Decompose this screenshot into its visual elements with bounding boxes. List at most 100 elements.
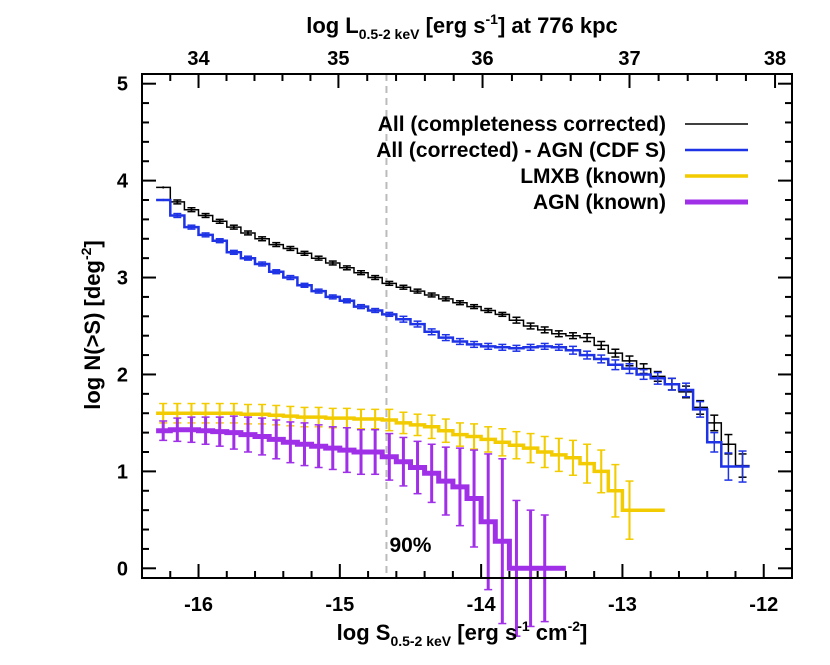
series-2-point-12 (331, 416, 334, 420)
series-0-point-11 (317, 256, 320, 260)
series-3-point-15 (373, 450, 377, 454)
top-axis-title-rest: [erg s (419, 13, 485, 38)
series-1-point-6 (246, 256, 250, 260)
series-0-point-27 (543, 328, 546, 332)
series-0-point-8 (275, 243, 278, 246)
series-1-point-33 (628, 367, 631, 370)
series-2-point-22 (472, 435, 476, 438)
series-0-step-line (156, 186, 750, 467)
series-0-point-6 (246, 231, 250, 235)
series-1-point-20 (444, 336, 448, 339)
series-1-point-24 (501, 346, 504, 349)
series-1-point-15 (373, 309, 377, 312)
top-tick-label-38: 38 (764, 48, 786, 70)
annotation-90-percent: 90% (389, 534, 431, 557)
series-0-point-17 (402, 286, 405, 289)
series-0-point-14 (359, 271, 363, 274)
series-3-point-14 (359, 450, 363, 454)
x-axis-title-sub: 0.5-2 keV (390, 633, 451, 649)
series-2-step-line (156, 411, 665, 512)
legend-label-3: AGN (known) (533, 191, 666, 214)
series-2-point-4 (218, 412, 221, 415)
series-3-point-10 (303, 443, 306, 446)
series-3-point-16 (388, 455, 391, 459)
x-tick-label--14: -14 (467, 594, 497, 616)
series-2-point-14 (359, 417, 363, 421)
series-2-point-29 (571, 456, 575, 460)
series-1-point-26 (529, 346, 532, 349)
x-axis-title-sup1: -1 (517, 618, 530, 634)
series-0-point-1 (176, 200, 179, 204)
series-2-point-21 (458, 433, 462, 436)
series-1-point-13 (345, 299, 349, 302)
series-layer (156, 186, 750, 637)
series-3-point-13 (345, 448, 349, 452)
series-1-point-29 (571, 349, 575, 352)
series-1-point-23 (486, 345, 490, 348)
series-3-step-line (156, 427, 566, 571)
series-2-point-24 (501, 441, 504, 444)
series-1-point-3 (204, 233, 207, 237)
legend-label-1: All (corrected) - AGN (CDF S) (376, 139, 666, 162)
series-1-point-19 (430, 330, 433, 334)
series-0-point-20 (444, 297, 448, 301)
series-0-point-12 (331, 261, 334, 265)
series-2-point-0 (161, 412, 165, 415)
series-0-point-32 (614, 351, 617, 355)
series-2-point-16 (388, 418, 391, 422)
series-1-point-30 (585, 353, 589, 357)
series-3-point-0 (161, 429, 165, 432)
top-tick-label-35: 35 (327, 48, 349, 70)
top-tick-label-34: 34 (187, 48, 210, 70)
x-axis-title-end: ] (580, 620, 587, 645)
series-3-point-18 (416, 466, 419, 469)
series-2-point-9 (289, 414, 292, 418)
series-1-point-8 (275, 270, 278, 273)
series-1-point-31 (600, 357, 603, 361)
series-2-point-35 (656, 508, 659, 512)
series-2-point-11 (317, 415, 320, 419)
series-3-point-5 (232, 431, 236, 434)
series-1-point-1 (176, 214, 179, 217)
series-3-point-7 (260, 435, 264, 438)
x-tick-label--16: -16 (184, 594, 213, 616)
series-0-point-7 (260, 237, 264, 240)
series-2-point-18 (416, 423, 419, 427)
legend: All (completeness corrected) All (correct… (376, 113, 748, 214)
series-1-point-34 (642, 373, 645, 376)
series-3-point-4 (218, 430, 221, 433)
series-2-point-6 (246, 413, 250, 416)
series-0-point-18 (416, 289, 419, 293)
series-1-step-line (156, 198, 750, 468)
series-0-point-40 (727, 443, 730, 446)
series-0-point-13 (345, 266, 349, 270)
series-1-point-5 (232, 251, 236, 254)
series-1-point-41 (741, 465, 744, 468)
y-tick-label-3: 3 (117, 268, 128, 290)
series-1-point-36 (670, 382, 674, 386)
series-0-point-4 (218, 220, 221, 223)
series-0-point-10 (303, 252, 306, 255)
series-1-point-0 (161, 198, 165, 202)
series-1-point-18 (416, 322, 419, 326)
top-axis-title: log L0.5-2 keV [erg s-1] at 776 kpc (306, 11, 618, 42)
series-1-point-10 (303, 284, 306, 287)
series-2-point-20 (444, 429, 448, 432)
y-axis-title: log N(>S) [deg-2] (78, 240, 105, 410)
series-0-point-33 (628, 359, 631, 363)
y-axis-title-main: log N(>S) [deg (80, 260, 105, 410)
series-3-point-1 (176, 428, 179, 431)
series-3-point-27 (543, 567, 546, 570)
series-0-point-2 (190, 208, 193, 211)
top-axis-title-main: log L (306, 13, 359, 38)
series-0-point-28 (557, 332, 561, 335)
y-tick-label-1: 1 (117, 461, 128, 483)
series-1-point-2 (190, 225, 193, 229)
series-1-point-9 (289, 276, 292, 279)
series-3-point-3 (204, 429, 207, 432)
series-3 (156, 415, 566, 637)
series-2-point-23 (486, 438, 490, 441)
series-3-point-17 (402, 460, 405, 463)
